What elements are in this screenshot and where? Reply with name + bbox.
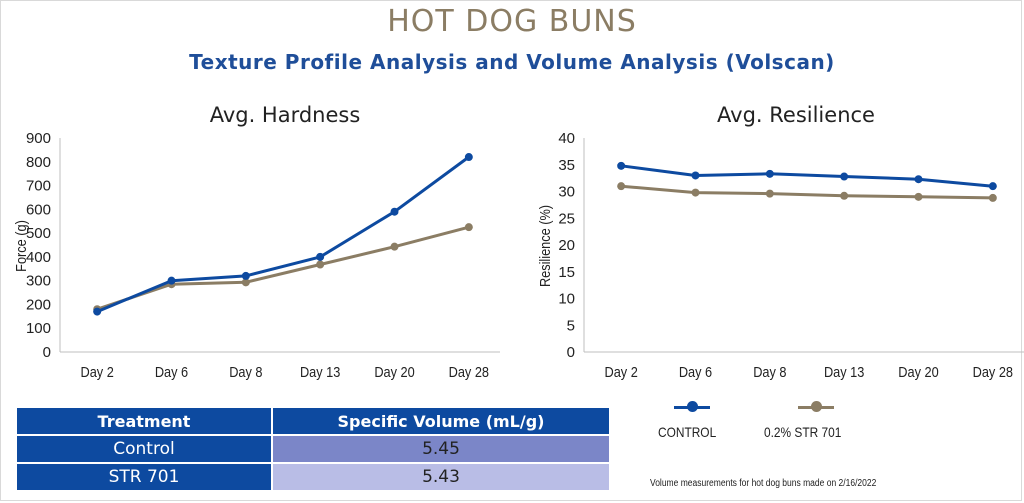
hardness-y-tick-label: 300 bbox=[26, 273, 51, 290]
resilience-y-tick-label: 5 bbox=[567, 317, 575, 334]
resilience-data-point-control bbox=[691, 171, 700, 180]
hardness-data-point-str701 bbox=[390, 242, 399, 251]
resilience-data-point-control bbox=[988, 182, 997, 191]
hardness-y-tick-label: 100 bbox=[26, 320, 51, 337]
hardness-x-tick-label: Day 20 bbox=[374, 363, 415, 380]
resilience-y-tick-label: 35 bbox=[558, 157, 575, 174]
resilience-y-tick-label: 40 bbox=[558, 130, 575, 147]
resilience-data-point-control bbox=[617, 161, 626, 170]
resilience-x-tick-label: Day 13 bbox=[824, 363, 865, 380]
str701-legend-label: 0.2% STR 701 bbox=[764, 424, 842, 440]
hardness-x-tick-label: Day 28 bbox=[449, 363, 490, 380]
hardness-data-point-str701 bbox=[464, 223, 473, 232]
hardness-chart: Avg. Hardness Force (g) 0 100 200 300 400 500… bbox=[12, 103, 500, 380]
hardness-data-point-control bbox=[93, 307, 102, 316]
hardness-y-tick-label: 600 bbox=[26, 201, 51, 218]
hardness-series-line-str701 bbox=[96, 225, 470, 311]
hardness-x-tick-label: Day 13 bbox=[300, 363, 341, 380]
hardness-y-tick-label: 400 bbox=[26, 249, 51, 266]
hardness-data-point-control bbox=[316, 252, 325, 261]
volume-cell: 5.45 bbox=[273, 436, 609, 462]
resilience-series-line-control bbox=[621, 164, 993, 188]
hardness-data-point-str701 bbox=[316, 260, 325, 269]
hardness-x-tick-label: Day 8 bbox=[229, 363, 263, 380]
hardness-y-tick-label: 200 bbox=[26, 296, 51, 313]
hardness-y-tick-label: 800 bbox=[26, 154, 51, 171]
table-row: Control 5.45 bbox=[17, 436, 609, 462]
hardness-data-point-control bbox=[241, 271, 250, 280]
resilience-y-tick-label: 0 bbox=[567, 344, 575, 361]
treatment-cell: STR 701 bbox=[17, 464, 271, 490]
resilience-x-tick-label: Day 6 bbox=[679, 363, 713, 380]
hardness-y-tick-label: 900 bbox=[26, 130, 51, 147]
resilience-y-tick-label: 30 bbox=[558, 184, 575, 201]
resilience-data-point-str701 bbox=[691, 188, 700, 197]
resilience-y-tick-label: 15 bbox=[558, 264, 575, 281]
hardness-y-tick-label: 0 bbox=[43, 344, 51, 361]
control-legend-label: CONTROL bbox=[658, 424, 717, 440]
hardness-data-point-control bbox=[167, 276, 176, 285]
str701-legend-marker-icon bbox=[811, 401, 822, 412]
hardness-series-line-control bbox=[96, 155, 470, 313]
table-header-row: Treatment Specific Volume (mL/g) bbox=[17, 408, 609, 434]
resilience-data-point-control bbox=[765, 169, 774, 178]
table-row: STR 701 5.43 bbox=[17, 464, 609, 490]
resilience-series-line-str701 bbox=[621, 184, 993, 200]
resilience-x-tick-label: Day 20 bbox=[898, 363, 939, 380]
resilience-x-tick-label: Day 2 bbox=[605, 363, 639, 380]
resilience-x-tick-label: Day 28 bbox=[973, 363, 1014, 380]
hardness-x-tick-label: Day 6 bbox=[155, 363, 189, 380]
treatment-cell: Control bbox=[17, 436, 271, 462]
control-legend-marker-icon bbox=[687, 401, 698, 412]
resilience-chart-title: Avg. Resilience bbox=[717, 103, 875, 127]
resilience-chart: Avg. Resilience Resilience (%) 0 5 10 15 20 2… bbox=[536, 103, 1024, 380]
hardness-y-tick-label: 500 bbox=[26, 225, 51, 242]
hardness-data-point-control bbox=[464, 153, 473, 162]
hardness-y-tick-label: 700 bbox=[26, 178, 51, 195]
resilience-y-tick-label: 10 bbox=[558, 291, 575, 308]
resilience-data-point-str701 bbox=[914, 192, 923, 201]
resilience-x-tick-label: Day 8 bbox=[753, 363, 787, 380]
resilience-y-tick-label: 25 bbox=[558, 210, 575, 227]
resilience-y-tick-label: 20 bbox=[558, 237, 575, 254]
specific-volume-table: Treatment Specific Volume (mL/g) Control… bbox=[15, 406, 611, 492]
footnote: Volume measurements for hot dog buns mad… bbox=[650, 478, 877, 489]
resilience-data-point-str701 bbox=[840, 191, 849, 200]
page-title: HOT DOG BUNS bbox=[387, 4, 637, 39]
specific-volume-column-header: Specific Volume (mL/g) bbox=[273, 408, 609, 434]
hardness-x-tick-label: Day 2 bbox=[81, 363, 115, 380]
resilience-y-axis-label: Resilience (%) bbox=[536, 205, 553, 287]
resilience-data-point-str701 bbox=[988, 193, 997, 202]
treatment-column-header: Treatment bbox=[17, 408, 271, 434]
resilience-data-point-control bbox=[840, 172, 849, 181]
hardness-data-point-control bbox=[390, 207, 399, 216]
volume-cell: 5.43 bbox=[273, 464, 609, 490]
resilience-data-point-str701 bbox=[617, 182, 626, 191]
resilience-data-point-str701 bbox=[765, 189, 774, 198]
chart-legend: CONTROL 0.2% STR 701 bbox=[652, 396, 902, 446]
hardness-y-axis-label: Force (g) bbox=[12, 220, 29, 272]
page-subtitle: Texture Profile Analysis and Volume Anal… bbox=[189, 50, 835, 74]
resilience-data-point-control bbox=[914, 175, 923, 184]
hardness-chart-title: Avg. Hardness bbox=[210, 103, 361, 127]
hardness-data-point-str701 bbox=[241, 278, 250, 287]
